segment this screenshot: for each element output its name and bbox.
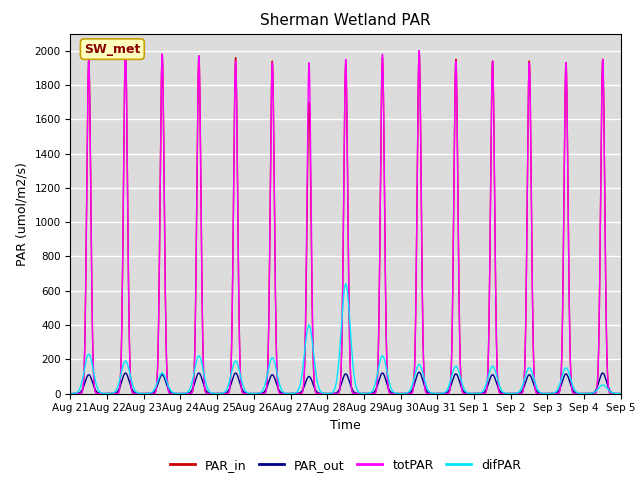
PAR_out bbox=[220, 391, 228, 396]
PAR_in bbox=[374, 365, 381, 371]
Line: PAR_out: PAR_out bbox=[70, 372, 621, 394]
difPAR bbox=[568, 382, 576, 387]
totPAR bbox=[122, 45, 129, 50]
difPAR bbox=[506, 391, 513, 396]
Title: Sherman Wetland PAR: Sherman Wetland PAR bbox=[260, 13, 431, 28]
difPAR bbox=[580, 391, 588, 396]
totPAR bbox=[67, 391, 74, 396]
difPAR bbox=[220, 390, 228, 396]
Line: PAR_in: PAR_in bbox=[70, 51, 621, 394]
difPAR bbox=[584, 391, 592, 396]
PAR_out bbox=[362, 391, 369, 396]
Line: totPAR: totPAR bbox=[70, 48, 621, 394]
Legend: PAR_in, PAR_out, totPAR, difPAR: PAR_in, PAR_out, totPAR, difPAR bbox=[165, 454, 526, 477]
X-axis label: Time: Time bbox=[330, 419, 361, 432]
PAR_in bbox=[287, 391, 294, 396]
PAR_out bbox=[584, 391, 592, 396]
PAR_in bbox=[569, 389, 577, 395]
PAR_in bbox=[506, 391, 514, 396]
totPAR bbox=[374, 365, 381, 371]
Text: SW_met: SW_met bbox=[84, 43, 141, 56]
PAR_out bbox=[415, 369, 423, 375]
totPAR bbox=[584, 391, 592, 396]
PAR_out bbox=[287, 391, 294, 396]
PAR_out bbox=[617, 391, 625, 396]
PAR_in bbox=[122, 48, 129, 54]
difPAR bbox=[362, 391, 369, 396]
totPAR bbox=[362, 391, 370, 396]
PAR_out bbox=[506, 391, 514, 396]
difPAR bbox=[374, 370, 381, 376]
totPAR bbox=[569, 389, 577, 395]
totPAR bbox=[617, 391, 625, 396]
difPAR bbox=[342, 281, 349, 287]
PAR_in bbox=[220, 391, 228, 396]
totPAR bbox=[506, 391, 514, 396]
Line: difPAR: difPAR bbox=[70, 284, 621, 394]
PAR_in bbox=[67, 391, 74, 396]
PAR_in bbox=[584, 391, 592, 396]
difPAR bbox=[617, 391, 625, 396]
totPAR bbox=[250, 391, 258, 396]
PAR_out bbox=[569, 387, 577, 393]
Y-axis label: PAR (umol/m2/s): PAR (umol/m2/s) bbox=[16, 162, 29, 265]
PAR_in bbox=[362, 391, 370, 396]
PAR_in bbox=[617, 391, 625, 396]
PAR_out bbox=[374, 382, 381, 388]
totPAR bbox=[220, 391, 228, 396]
PAR_out bbox=[67, 391, 74, 396]
difPAR bbox=[67, 391, 74, 396]
